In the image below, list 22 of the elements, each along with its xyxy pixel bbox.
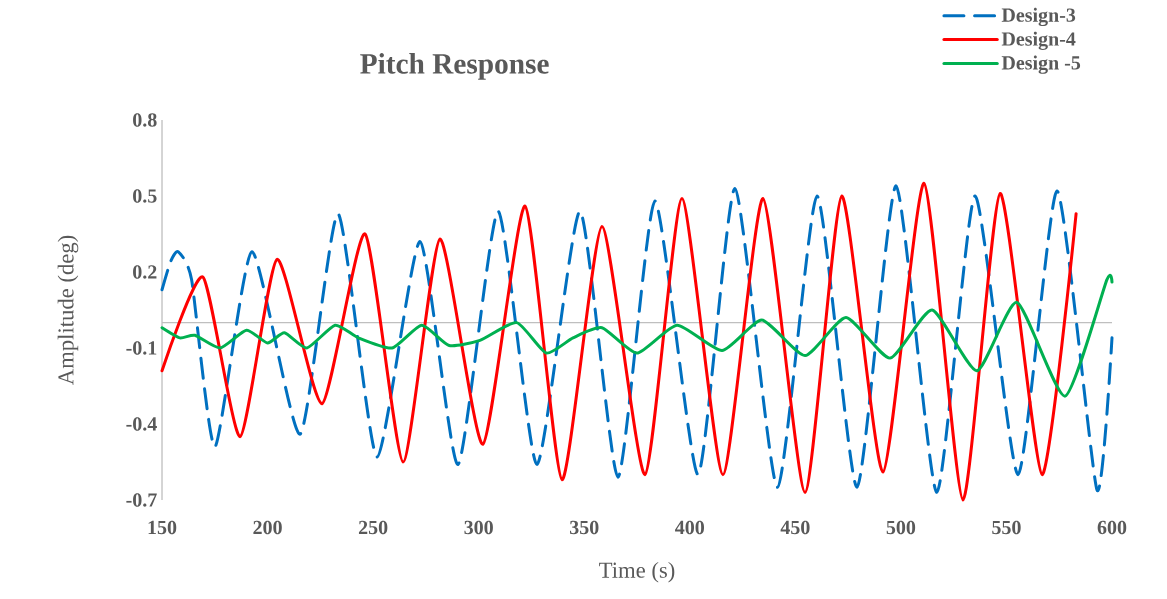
x-tick-label: 200	[253, 520, 282, 535]
x-tick-label: 500	[886, 520, 916, 535]
x-tick-label: 550	[992, 520, 1021, 535]
y-axis-title: Amplitude (deg)	[57, 235, 79, 385]
legend-label: Design -5	[1001, 55, 1081, 74]
chart-title: Pitch Response	[360, 53, 549, 80]
y-tick-label: 0.8	[133, 113, 157, 127]
legend-label: Design-3	[1001, 7, 1076, 27]
x-tick-label: 350	[569, 520, 599, 535]
legend-label: Design-4	[1001, 31, 1076, 50]
x-tick-label: 150	[148, 520, 177, 535]
y-tick-label: -0.4	[126, 417, 157, 431]
y-tick-label: -0.7	[126, 493, 157, 507]
y-tick-label: 0.5	[133, 189, 157, 203]
x-tick-label: 300	[464, 520, 493, 535]
x-tick-label: 250	[358, 520, 388, 535]
y-tick-label: -0.1	[126, 341, 157, 355]
x-tick-label: 400	[675, 520, 705, 535]
x-axis-title: Time (s)	[599, 561, 675, 583]
x-tick-label: 450	[780, 520, 810, 535]
y-tick-label: 0.2	[133, 265, 157, 279]
x-tick-label: 600	[1097, 520, 1127, 535]
